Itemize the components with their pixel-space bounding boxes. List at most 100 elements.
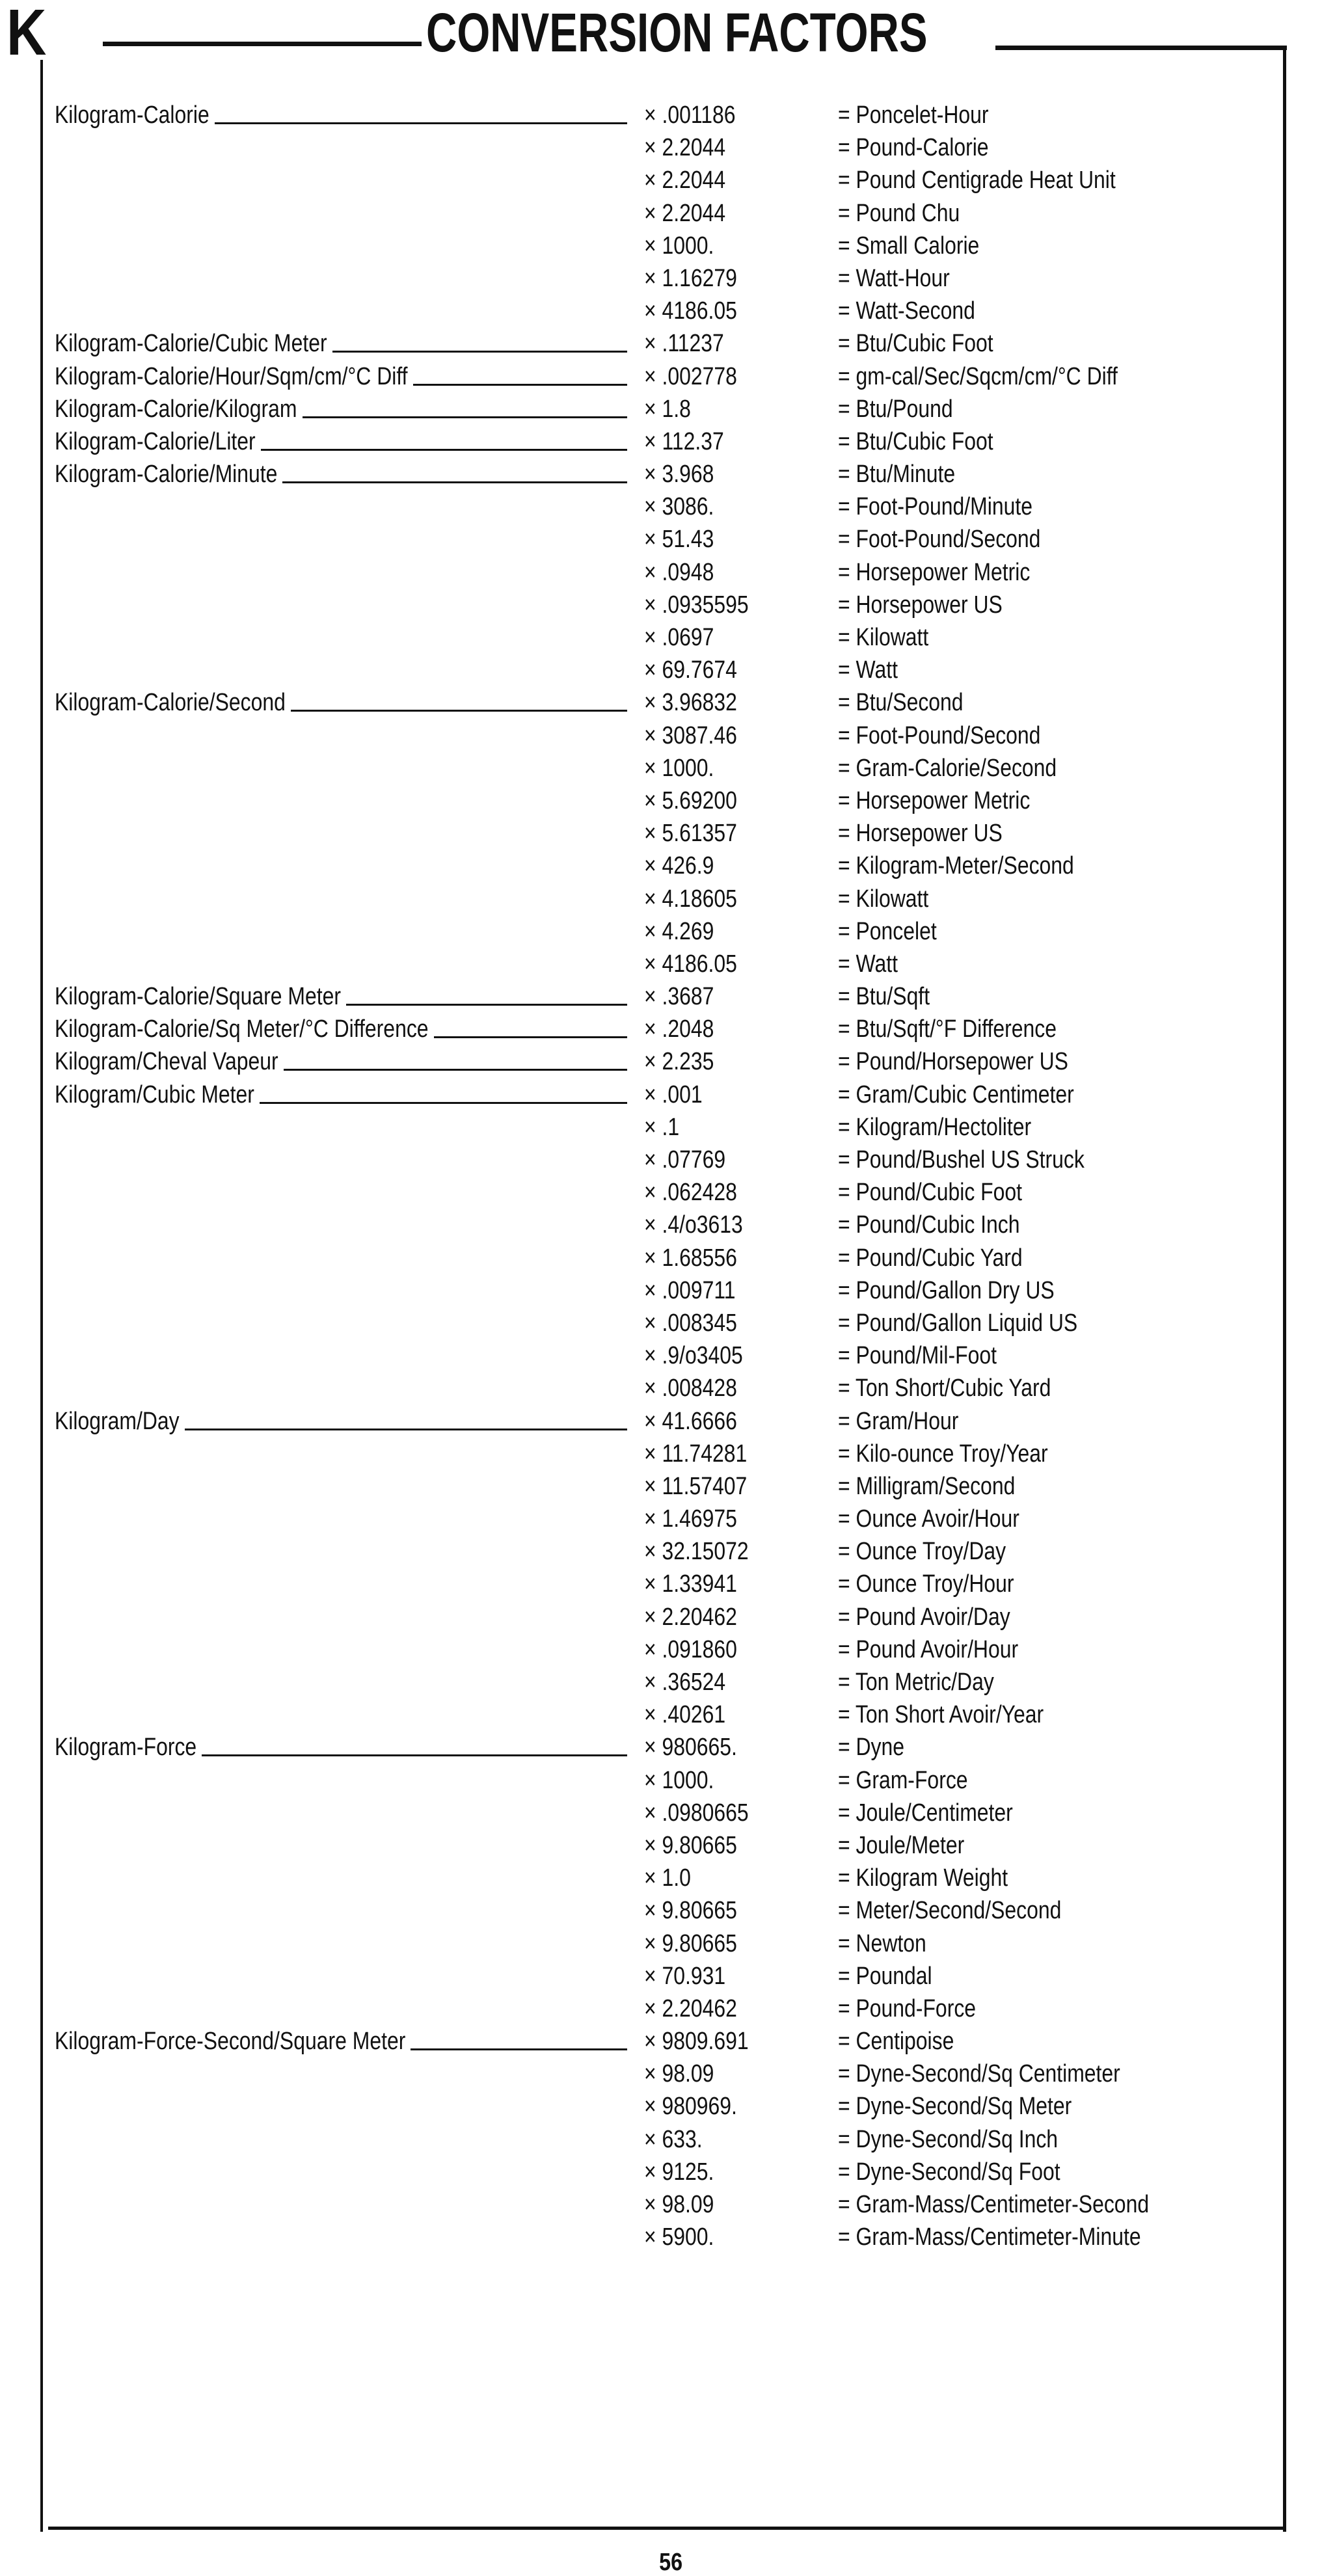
unit-to-label: = Gram-Calorie/Second (838, 754, 1057, 782)
leader-line (433, 1036, 627, 1039)
factor-value: × .008345 (644, 1309, 737, 1337)
conversion-row: × 633. = Dyne-Second/Sq Inch (55, 2123, 1278, 2156)
factor-value: × .001 (644, 1080, 703, 1108)
factor-value: × 3086. (644, 493, 714, 521)
factor-value: × .009711 (644, 1276, 736, 1304)
conversion-row: × 51.43 = Foot-Pound/Second (55, 523, 1278, 556)
conversion-row: × 11.57407 = Milligram/Second (55, 1470, 1278, 1503)
factor-value: × 9.80665 (644, 1831, 737, 1859)
factor-value: × 1.0 (644, 1864, 691, 1892)
conversion-row: × 1.68556 = Pound/Cubic Yard (55, 1242, 1278, 1274)
unit-to-label: = Watt-Second (838, 297, 975, 325)
factor-value: × .1 (644, 1113, 680, 1141)
conversion-row: × 1000. = Small Calorie (55, 230, 1278, 262)
factor-value: × 1.68556 (644, 1244, 737, 1272)
factor-value: × 9.80665 (644, 1897, 737, 1925)
unit-to-label: = Horsepower US (838, 820, 1003, 848)
leader-line (345, 1004, 627, 1006)
unit-to-label: = Ton Short/Cubic Yard (838, 1375, 1051, 1402)
conversion-row: × .40261 = Ton Short Avoir/Year (55, 1698, 1278, 1731)
factor-value: × 1000. (644, 1766, 714, 1794)
factor-value: × .2048 (644, 1015, 714, 1043)
leader-line (214, 122, 627, 124)
unit-to-label: = Horsepower Metric (838, 786, 1031, 814)
unit-to-label: = Poundal (838, 1962, 932, 1990)
leader-line (412, 383, 627, 386)
conversion-row: Kilogram-Calorie/Sq Meter/°C Difference ×… (55, 1013, 1278, 1045)
unit-to-label: = Poncelet-Hour (838, 101, 989, 129)
factor-value: × 69.7674 (644, 656, 737, 684)
leader-line (283, 1069, 627, 1071)
factor-value: × 4186.05 (644, 950, 737, 978)
title-rule-left (103, 42, 422, 46)
conversion-row: Kilogram-Calorie/Square Meter × .3687 = Bt… (55, 980, 1278, 1013)
unit-to-label: = Small Calorie (838, 232, 980, 260)
conversion-row: × 5900. = Gram-Mass/Centimeter-Minute (55, 2221, 1278, 2253)
factor-value: × .40261 (644, 1701, 726, 1729)
factor-value: × 51.43 (644, 526, 714, 554)
unit-to-label: = Btu/Second (838, 689, 964, 717)
leader-line (282, 481, 627, 484)
factor-value: × 633. (644, 2125, 703, 2153)
unit-to-label: = Pound-Force (838, 1994, 977, 2022)
unit-to-label: = Newton (838, 1929, 926, 1957)
factor-value: × 9809.691 (644, 2028, 749, 2056)
factor-value: × 3087.46 (644, 721, 737, 749)
unit-from-label: Kilogram-Calorie/Second (55, 689, 286, 717)
unit-to-label: = Foot-Pound/Minute (838, 493, 1032, 521)
leader-line (184, 1428, 627, 1430)
conversion-row: × 4186.05 = Watt (55, 948, 1278, 980)
conversion-row: × 3086. = Foot-Pound/Minute (55, 490, 1278, 523)
conversion-row: × .1 = Kilogram/Hectoliter (55, 1111, 1278, 1144)
leader-line (202, 1754, 627, 1757)
factor-value: × .3687 (644, 983, 714, 1011)
unit-to-label: = Kilowatt (838, 624, 929, 651)
conversion-row: × 5.61357 = Horsepower US (55, 817, 1278, 850)
unit-to-label: = Watt (838, 656, 898, 684)
leader-line (332, 351, 627, 353)
factor-value: × 4186.05 (644, 297, 737, 325)
factor-value: × 41.6666 (644, 1407, 737, 1435)
factor-value: × .0948 (644, 558, 714, 586)
unit-to-label: = Btu/Sqft/°F Difference (838, 1015, 1057, 1043)
frame-border-bottom (48, 2527, 1286, 2530)
unit-to-label: = Dyne-Second/Sq Centimeter (838, 2060, 1120, 2088)
unit-to-label: = Dyne-Second/Sq Meter (838, 2093, 1072, 2121)
factor-value: × 32.15072 (644, 1538, 749, 1566)
unit-from-label: Kilogram-Calorie/Kilogram (55, 395, 297, 423)
conversion-row: × 2.20462 = Pound-Force (55, 1992, 1278, 2025)
conversion-row: × .0948 = Horsepower Metric (55, 556, 1278, 589)
factor-value: × 1.8 (644, 395, 691, 423)
unit-to-label: = Pound/Horsepower US (838, 1048, 1068, 1076)
factor-value: × 980665. (644, 1734, 737, 1762)
factor-value: × 98.09 (644, 2060, 714, 2088)
unit-to-label: = Btu/Pound (838, 395, 953, 423)
conversion-row: × 1000. = Gram-Calorie/Second (55, 752, 1278, 785)
conversion-row: × 9.80665 = Meter/Second/Second (55, 1894, 1278, 1927)
factor-value: × .0980665 (644, 1799, 749, 1827)
factor-value: × 112.37 (644, 427, 724, 455)
factor-value: × .0935595 (644, 591, 749, 619)
conversion-row: × 1000. = Gram-Force (55, 1764, 1278, 1797)
unit-to-label: = Kilo-ounce Troy/Year (838, 1440, 1048, 1468)
conversion-row: × .0935595 = Horsepower US (55, 589, 1278, 621)
conversion-row: × 70.931 = Poundal (55, 1960, 1278, 1992)
factor-value: × 3.968 (644, 461, 714, 489)
title-rule-right (995, 46, 1287, 50)
unit-to-label: = Kilogram/Hectoliter (838, 1113, 1032, 1141)
unit-to-label: = Kilogram Weight (838, 1864, 1008, 1892)
unit-to-label: = Pound Avoir/Hour (838, 1635, 1019, 1663)
leader-line (290, 710, 627, 712)
conversion-row: Kilogram-Calorie/Kilogram × 1.8 = Btu/Poun… (55, 393, 1278, 425)
conversion-row: × .062428 = Pound/Cubic Foot (55, 1176, 1278, 1209)
factor-value: × .062428 (644, 1179, 737, 1207)
unit-to-label: = Milligram/Second (838, 1472, 1016, 1500)
conversion-row: × .008428 = Ton Short/Cubic Yard (55, 1372, 1278, 1404)
conversion-row: × 5.69200 = Horsepower Metric (55, 785, 1278, 817)
unit-from-label: Kilogram/Day (55, 1407, 180, 1435)
factor-value: × .11237 (644, 330, 724, 358)
unit-to-label: = Btu/Minute (838, 461, 956, 489)
conversion-row: × .36524 = Ton Metric/Day (55, 1666, 1278, 1698)
unit-from-label: Kilogram-Calorie/Hour/Sqm/cm/°C Diff (55, 362, 408, 390)
factor-value: × 2.20462 (644, 1603, 737, 1631)
